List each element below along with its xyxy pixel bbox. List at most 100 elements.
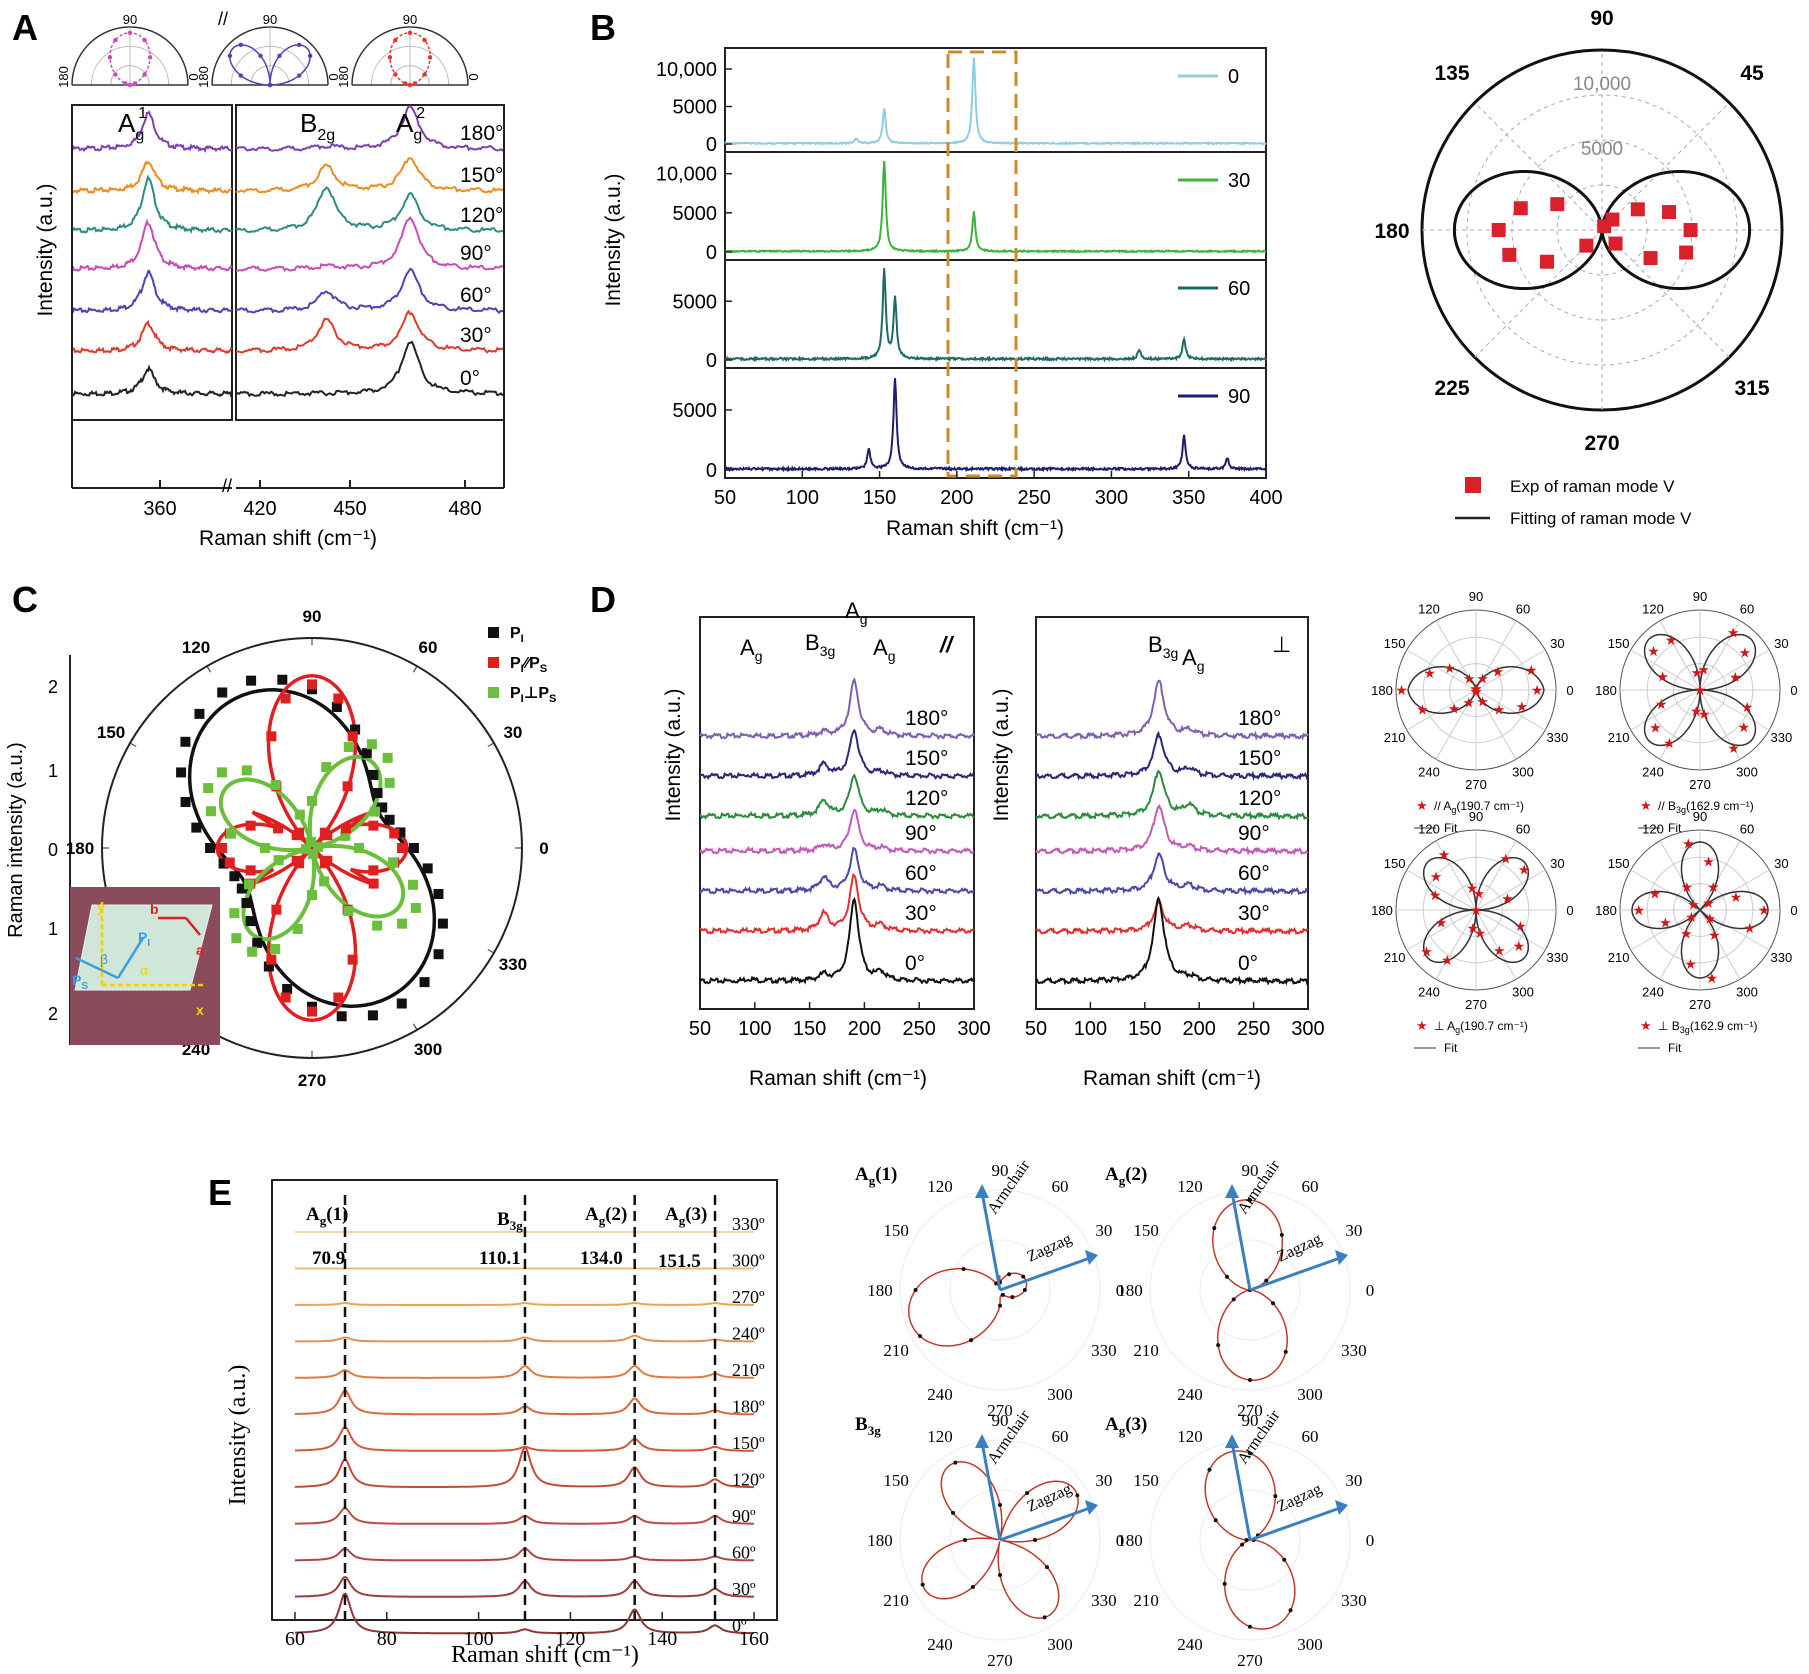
panel-d-angle: 120°	[905, 787, 948, 810]
panel-c-point	[350, 724, 361, 735]
panel-a-mini-0: 0	[186, 73, 201, 80]
panel-d-polar-legend: // Ag(190.7 cm⁻¹)	[1434, 799, 1524, 815]
panel-a-curve	[235, 105, 505, 152]
panel-e-polar-point	[1288, 1608, 1293, 1613]
panel-d-polar-point: ★	[1516, 701, 1529, 716]
panel-b-polar-point	[1513, 201, 1528, 216]
panel-d-polar-point: ★	[1741, 701, 1754, 716]
panel-d-label: D	[590, 579, 616, 620]
panel-b-ytick: 0	[706, 134, 717, 156]
panel-d-polar-angle: 60	[1516, 822, 1530, 837]
panel-a-curve	[71, 218, 233, 272]
legend-par: PI∕∕PS	[510, 655, 547, 675]
panel-a-peak-a2: Ag2	[396, 105, 425, 144]
panel-d-angle: 180°	[905, 707, 948, 730]
panel-d-polar-angle: 270	[1689, 997, 1711, 1012]
panel-d-polar-legend-star: ★	[1416, 1018, 1428, 1033]
panel-e-armchair-head	[1225, 1184, 1239, 1198]
legend-rest: (162.9 cm⁻¹)	[1690, 1019, 1758, 1033]
panel-e-polar-title: Ag(1)	[855, 1164, 897, 1188]
panel-c-point	[384, 777, 395, 788]
legend-fit-label: Fitting of raman mode V	[1510, 509, 1692, 528]
panel-c-point	[246, 675, 257, 686]
panel-d-xtick: 50	[689, 1018, 711, 1040]
panel-d-polar-point: ★	[1690, 705, 1703, 720]
panel-e-polar-point	[1042, 1615, 1047, 1620]
panel-d-polar-angle: 60	[1740, 602, 1754, 617]
panel-b-polar-legend: Exp of raman mode V Fitting of raman mod…	[1455, 477, 1692, 528]
panel-e-polar-point	[953, 1460, 958, 1465]
panel-e-polar-angle: 240	[927, 1385, 953, 1404]
panel-c-point	[280, 992, 291, 1003]
panel-b-xtick: 350	[1172, 487, 1205, 509]
panel-b-polar-point	[1608, 236, 1623, 251]
panel-b-polar-point	[1550, 197, 1565, 212]
panel-e-curve	[294, 1446, 754, 1489]
panel-e-angle-labels: 330º 300º 270º 240º 210º 180º 150º 120º 90º 60º 30…	[732, 1214, 765, 1636]
panel-e-polar-point	[1010, 1295, 1015, 1300]
title-paren: (1)	[875, 1164, 897, 1185]
panel-e-polar-point	[998, 1502, 1002, 1507]
panel-c-point	[333, 693, 344, 704]
panel-c-point	[319, 876, 330, 887]
panel-d-polar-angle: 150	[1608, 856, 1630, 871]
legend-rest: (190.7 cm⁻¹)	[1456, 799, 1524, 813]
panel-c-point	[263, 961, 274, 972]
panel-e-armchair-arrow	[1230, 1191, 1252, 1291]
panel-e-xticks: 60 80 100 120 140 160	[285, 1612, 769, 1650]
panel-b-highlight-box	[946, 50, 1018, 478]
panel-c-angle: 150	[97, 723, 125, 742]
panel-d-polar-angle: 300	[1736, 984, 1758, 999]
panel-e-peak-ag2-value: 134.0	[580, 1248, 623, 1269]
panel-d-polar-angle: 300	[1736, 764, 1758, 779]
panel-e-polar-angle: 60	[1302, 1427, 1319, 1446]
panel-e-polar-point	[961, 1266, 966, 1271]
panel-e-armchair-arrow	[980, 1191, 1002, 1291]
panel-b-polar-angle: 180	[1374, 220, 1409, 243]
panel-d-polar-angle: 90	[1469, 809, 1483, 824]
panel-c-angle: 330	[499, 955, 527, 974]
panel-e-zagzag-arrow	[999, 1506, 1091, 1542]
panel-e-polar-angle: 120	[1177, 1427, 1203, 1446]
panel-d-polar-point: ★	[1655, 698, 1668, 713]
panel-e-polar-angle: 0	[1116, 1531, 1125, 1550]
panel-d-polar-point: ★	[1702, 855, 1715, 870]
panel-d-polar-point: ★	[1694, 684, 1707, 699]
panel-b-xtick: 100	[786, 487, 819, 509]
legend-sub: g	[1455, 1025, 1460, 1035]
panel-c-point	[336, 1011, 347, 1022]
panel-c-point	[342, 781, 353, 792]
panel-b-legend-text: 90	[1228, 386, 1250, 408]
panel-a-angle: 180°	[460, 122, 503, 145]
panel-e-angle: 0º	[732, 1616, 747, 1636]
panel-d-polar-angle: 210	[1384, 730, 1406, 745]
panel-e-polar-angle: 240	[1177, 1635, 1203, 1654]
panel-a-curve	[235, 186, 505, 234]
panel-c-point	[241, 897, 252, 908]
panel-d-polar-point: ★	[1500, 852, 1513, 867]
panel-a-xtick: 450	[333, 498, 366, 520]
panel-e-angle: 30º	[732, 1579, 756, 1599]
panel-e-polar-point	[1222, 1581, 1227, 1586]
panel-d-polar-point: ★	[1448, 702, 1461, 717]
panel-e-polar-angle: 150	[1133, 1221, 1159, 1240]
panel-e-polar-ring	[1199, 1489, 1301, 1591]
panel-d-polar-angle: 270	[1689, 777, 1711, 792]
panel-d-polar-fit	[1407, 666, 1545, 714]
inset-pi: PI	[138, 929, 150, 949]
panel-b-xtick: 150	[863, 487, 896, 509]
panel-a-curve	[71, 364, 233, 398]
panel-c-angle-tick	[413, 1023, 418, 1031]
panel-d-polar-angle: 0	[1790, 903, 1797, 918]
panel-e-polar-angle: 120	[927, 1177, 953, 1196]
panel-d-xtick: 100	[738, 1018, 771, 1040]
panel-c-point	[226, 828, 237, 839]
panel-e-angle: 210º	[732, 1360, 765, 1380]
panel-e-polar-point	[913, 1288, 918, 1292]
panel-c-point	[377, 802, 388, 813]
panel-e-polar-angle: 240	[927, 1635, 953, 1654]
panel-d-polar-point: ★	[1518, 864, 1531, 879]
panel-e: E Intensity (a.u.) 60 80 100 120 140 160 Rama…	[208, 1157, 1374, 1670]
panel-d-polar-point: ★	[1443, 662, 1456, 677]
panel-d-polar-fit	[1422, 856, 1530, 964]
